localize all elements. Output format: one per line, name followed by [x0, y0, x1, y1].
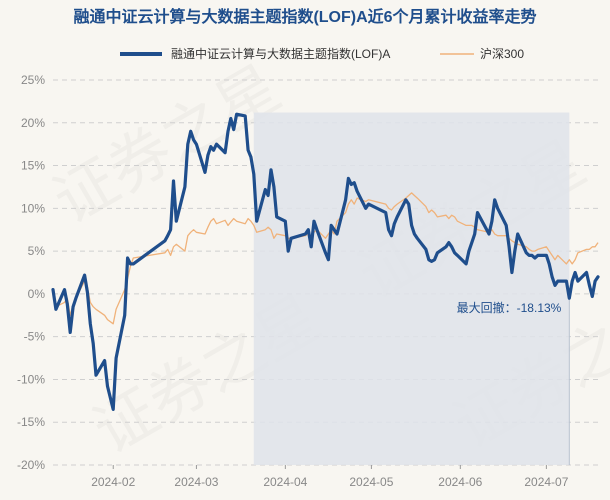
- y-tick-label: 15%: [21, 159, 45, 173]
- y-tick-label: 20%: [21, 116, 45, 130]
- x-tick-label: 2024-04: [263, 475, 307, 489]
- legend-label-csi300: 沪深300: [480, 47, 524, 61]
- max-drawdown-region: [253, 112, 570, 465]
- max-drawdown-label: 最大回撤：-18.13%: [457, 300, 562, 315]
- drawdown-layer: [253, 112, 570, 465]
- chart-title: 融通中证云计算与大数据主题指数(LOF)A近6个月累计收益率走势: [73, 7, 536, 26]
- legend-label-fund: 融通中证云计算与大数据主题指数(LOF)A: [171, 46, 390, 61]
- y-tick-label: -15%: [17, 415, 45, 429]
- x-tick-label: 2024-03: [174, 475, 218, 489]
- y-tick-label: 0%: [28, 287, 46, 301]
- x-tick-label: 2024-06: [438, 475, 482, 489]
- y-tick-labels: 25% 20% 15% 10% 5% 0% -5% -10% -15% -20%: [17, 73, 45, 472]
- x-tick-labels: 2024-02 2024-03 2024-04 2024-05 2024-06 2024-…: [91, 465, 569, 489]
- series-layer: [51, 112, 600, 411]
- x-tick-label: 2024-02: [91, 475, 135, 489]
- x-tick-label: 2024-05: [349, 475, 393, 489]
- y-tick-label: 25%: [21, 73, 45, 87]
- x-tick-label: 2024-07: [524, 475, 568, 489]
- y-tick-label: -5%: [24, 330, 46, 344]
- y-tick-label: 10%: [21, 201, 45, 215]
- legend: 融通中证云计算与大数据主题指数(LOF)A 沪深300: [120, 46, 524, 61]
- y-tick-label: -10%: [17, 372, 45, 386]
- series-line-fund: [51, 112, 600, 411]
- y-tick-label: 5%: [28, 244, 46, 258]
- y-tick-label: -20%: [17, 458, 45, 472]
